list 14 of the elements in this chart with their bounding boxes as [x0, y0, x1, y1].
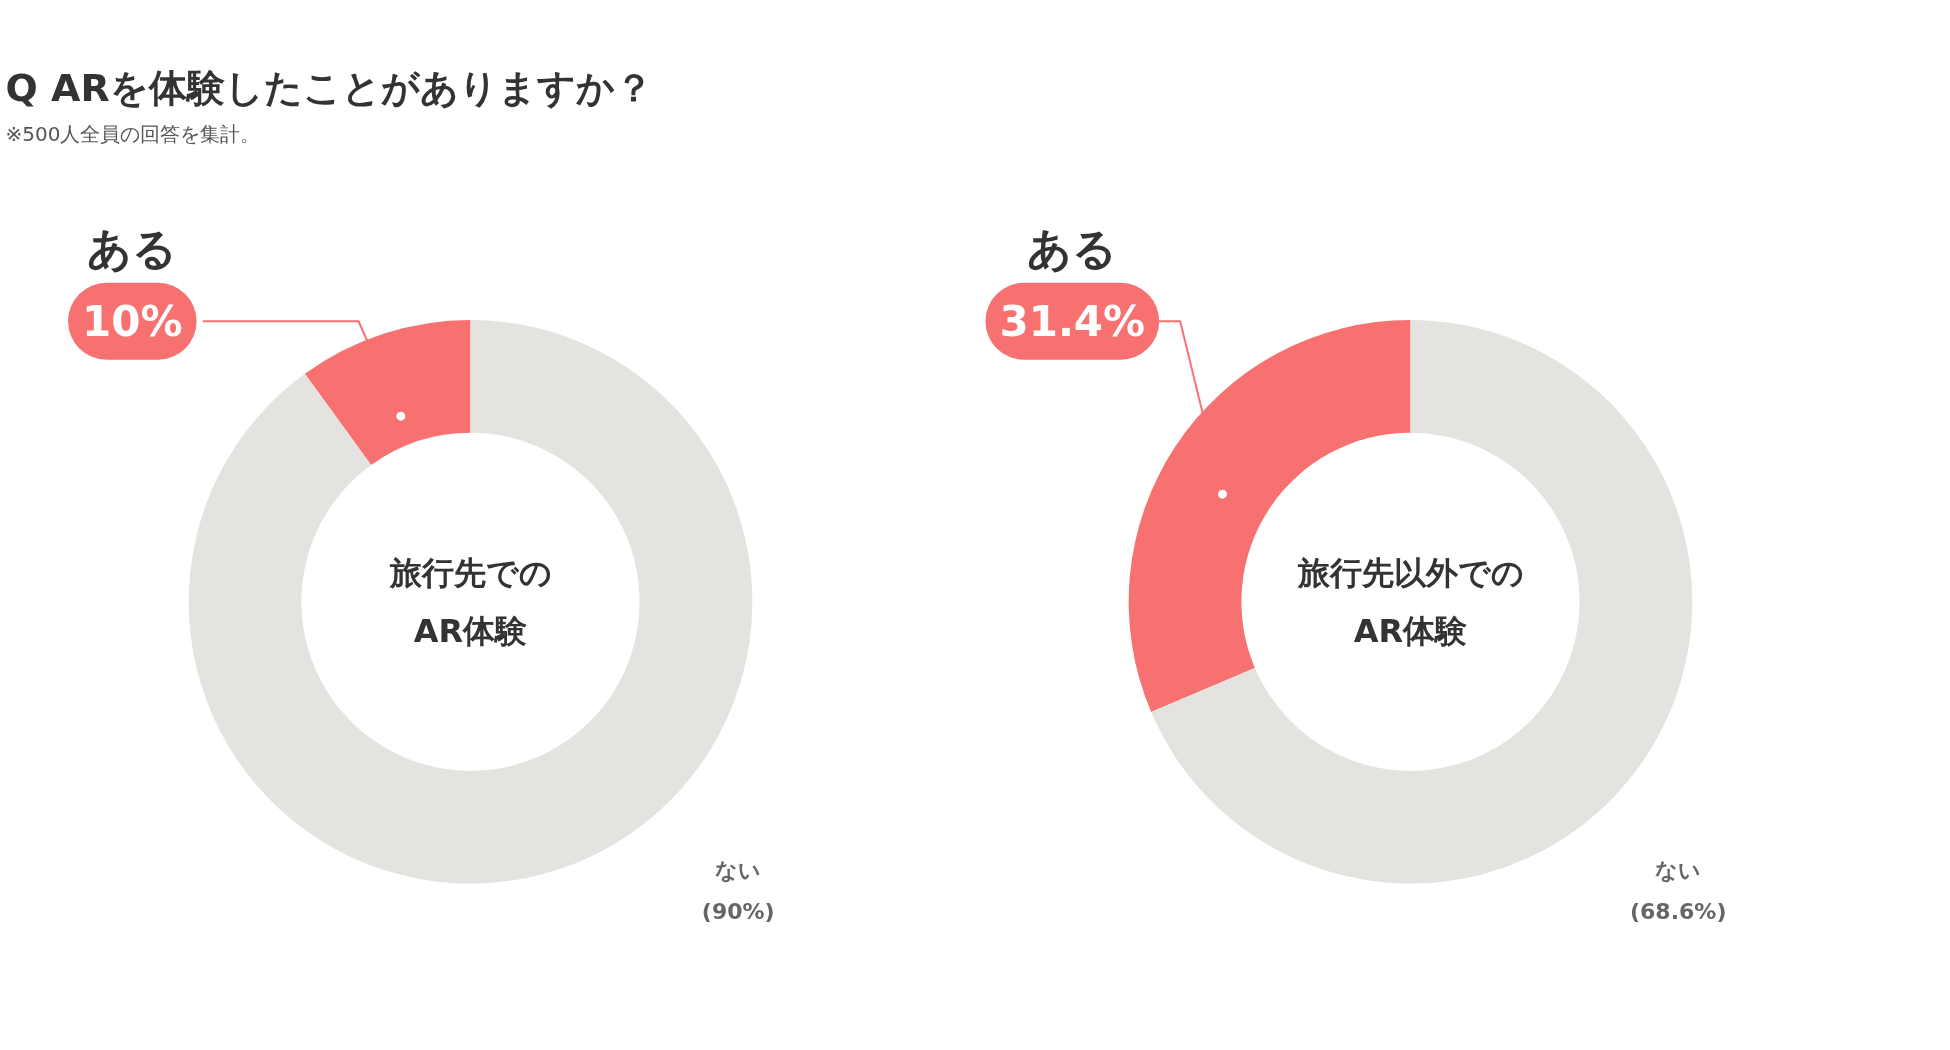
slice-label: ない [1655, 857, 1702, 883]
slice-label: ある [1027, 222, 1118, 274]
data-label: 31.4% [999, 296, 1146, 346]
chart-title: Q ARを体験したことがありますか？ [5, 65, 653, 110]
data-label: 10% [82, 296, 183, 346]
text: AR体験 [413, 612, 528, 651]
data-label: (90%) [701, 899, 775, 925]
text: 旅行先以外での [1296, 553, 1524, 592]
text: 旅行先での [388, 553, 552, 592]
text: AR体験 [1353, 612, 1468, 651]
slice-label: ない [715, 857, 762, 883]
data-label: (68.6%) [1630, 899, 1727, 925]
chart-subtitle: ※500人全員の回答を集計。 [5, 121, 261, 146]
slice-label: ある [87, 222, 178, 274]
